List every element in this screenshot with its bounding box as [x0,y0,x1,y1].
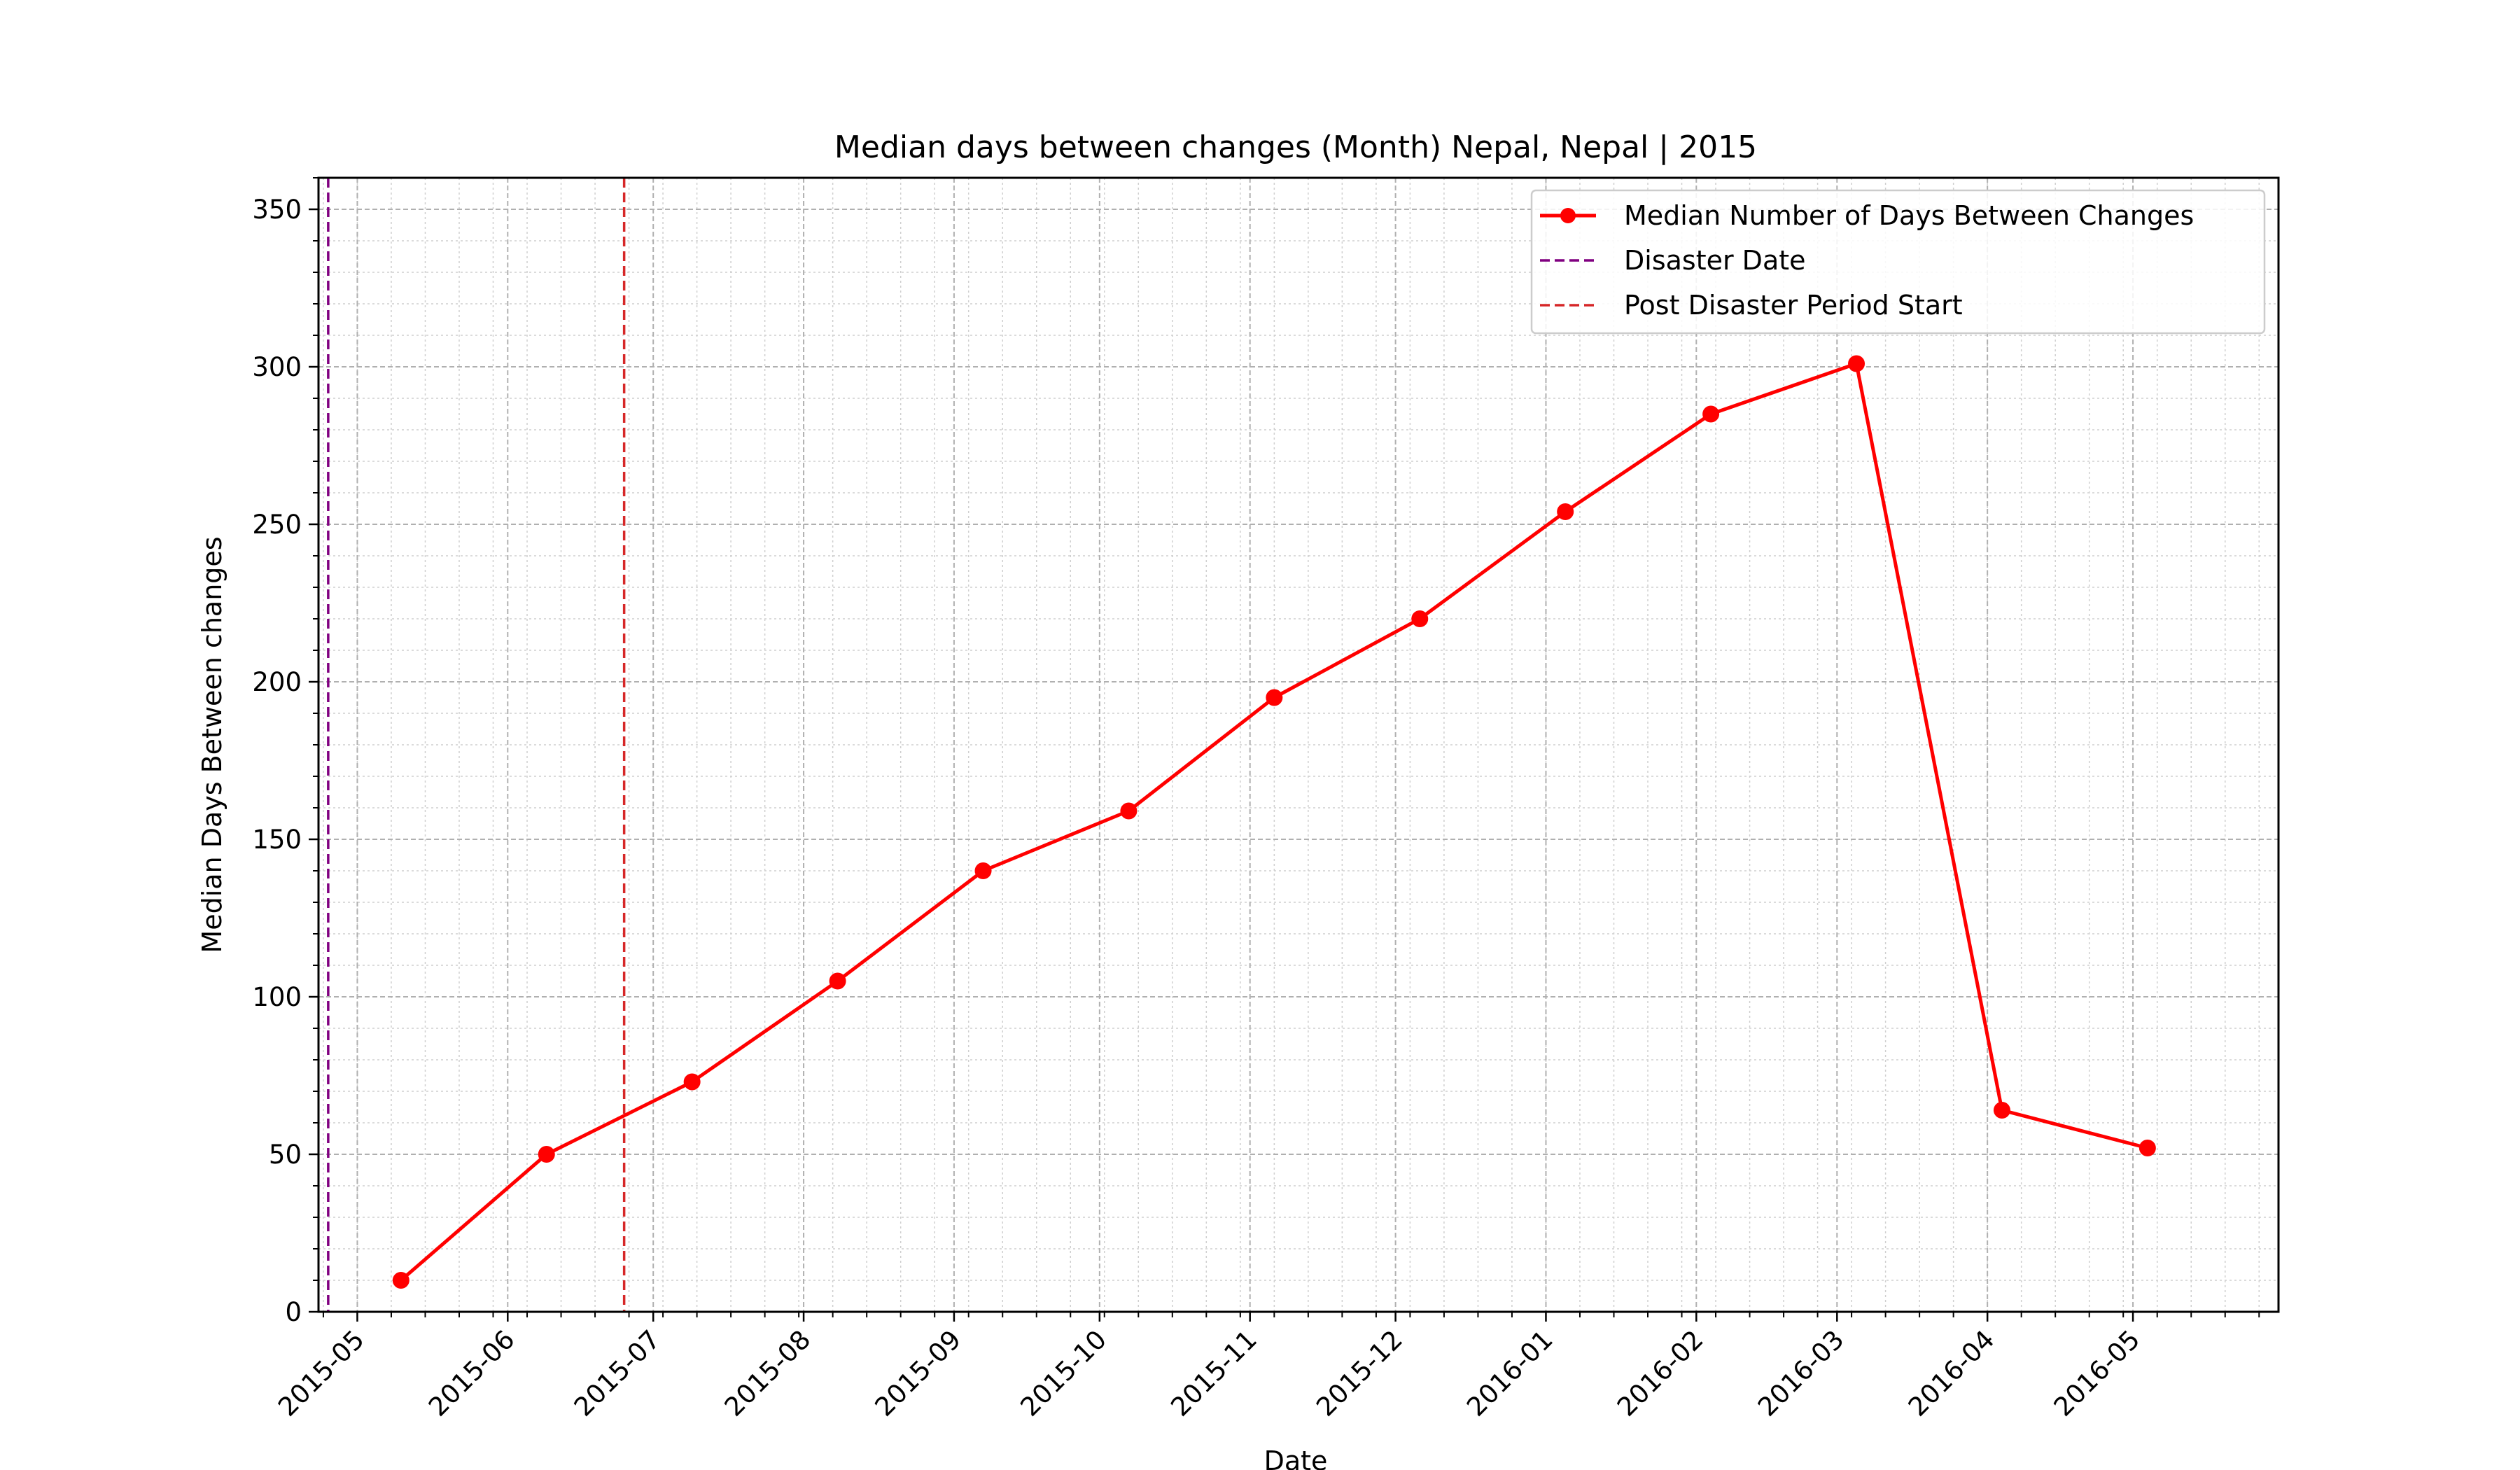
series-points-group [392,355,2156,1289]
legend-frame [1530,189,2266,335]
data-point [1702,405,1720,423]
data-point [974,862,992,879]
legend-label-post-disaster: Post Disaster Period Start [1624,290,1963,321]
data-point [1993,1102,2010,1119]
data-point [829,972,846,990]
y-tick-label: 350 [252,195,302,225]
data-point [538,1146,555,1163]
legend-marker-series-point [1560,208,1576,223]
y-tick-label: 100 [252,982,302,1012]
reference-lines [327,178,626,1312]
legend-label-series: Median Number of Days Between Changes [1624,200,2194,231]
data-point [2138,1140,2156,1156]
y-tick-label: 0 [285,1297,302,1327]
legend: Median Number of Days Between Changes Di… [1530,189,2266,335]
y-tick-label: 50 [269,1140,302,1170]
data-point [683,1073,701,1091]
y-tick-label: 250 [252,510,302,540]
data-point [1266,689,1283,706]
data-point [1557,503,1574,520]
y-tick-label: 300 [252,352,302,382]
data-point [392,1272,410,1289]
data-point [1411,610,1429,627]
y-axis-label: Median Days Between changes [197,536,227,953]
data-point [1848,355,1865,372]
y-axis-ticks: 0 50 100 150 200 250 300 350 [252,177,318,1327]
y-tick-label: 150 [252,825,302,855]
legend-label-disaster-date: Disaster Date [1624,245,1806,276]
chart-title: Median days between changes (Month) Nepa… [834,130,1757,165]
x-axis-label: Date [1264,1446,1328,1470]
y-tick-label: 200 [252,667,302,697]
data-point [1120,802,1138,820]
